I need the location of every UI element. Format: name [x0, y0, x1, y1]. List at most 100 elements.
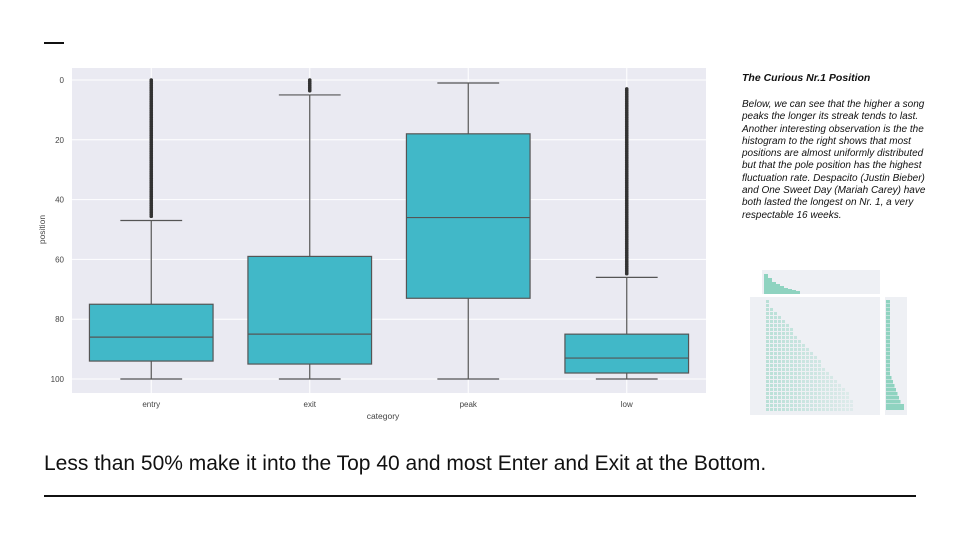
scatter-cell [794, 340, 797, 343]
scatter-cell [774, 364, 777, 367]
scatter-cell [774, 380, 777, 383]
right-histogram-bar [886, 352, 890, 356]
right-histogram-bar [886, 380, 893, 384]
scatter-cell [838, 388, 841, 391]
scatter-cell [782, 324, 785, 327]
scatter-cell [766, 336, 769, 339]
scatter-cell [798, 364, 801, 367]
scatter-cell [798, 388, 801, 391]
scatter-cell [782, 320, 785, 323]
scatter-cell [774, 352, 777, 355]
scatter-cell [806, 404, 809, 407]
outlier-point [624, 271, 629, 276]
scatter-cell [774, 328, 777, 331]
scatter-cell [778, 336, 781, 339]
scatter-cell [770, 372, 773, 375]
scatter-cell [806, 364, 809, 367]
scatter-cell [818, 368, 821, 371]
top-histogram-bar [772, 282, 776, 294]
scatter-cell [790, 404, 793, 407]
scatter-cell [770, 404, 773, 407]
scatter-cell [822, 368, 825, 371]
scatter-cell [770, 364, 773, 367]
scatter-cell [770, 388, 773, 391]
scatter-cell [782, 332, 785, 335]
scatter-cell [814, 368, 817, 371]
scatter-cell [774, 340, 777, 343]
scatter-cell [818, 372, 821, 375]
scatter-cell [766, 392, 769, 395]
scatter-cell [794, 404, 797, 407]
scatter-cell [814, 364, 817, 367]
right-histogram-bar [886, 336, 890, 340]
scatter-cell [802, 384, 805, 387]
outlier-point [307, 88, 312, 93]
scatter-cell [842, 388, 845, 391]
scatter-cell [802, 352, 805, 355]
scatter-cell [806, 388, 809, 391]
scatter-cell [778, 340, 781, 343]
scatter-cell [842, 404, 845, 407]
scatter-cell [818, 384, 821, 387]
scatter-cell [834, 388, 837, 391]
joint-plot-thumbnail [750, 270, 907, 415]
scatter-cell [846, 400, 849, 403]
top-histogram-bar [776, 284, 780, 294]
scatter-cell [814, 372, 817, 375]
scatter-cell [786, 380, 789, 383]
right-histogram-bar [886, 344, 890, 348]
scatter-cell [786, 364, 789, 367]
scatter-cell [810, 352, 813, 355]
scatter-cell [814, 360, 817, 363]
scatter-cell [822, 400, 825, 403]
scatter-cell [838, 404, 841, 407]
scatter-cell [786, 324, 789, 327]
scatter-cell [810, 404, 813, 407]
scatter-cell [818, 392, 821, 395]
scatter-cell [850, 404, 853, 407]
scatter-cell [770, 360, 773, 363]
scatter-cell [806, 400, 809, 403]
scatter-cell [806, 348, 809, 351]
scatter-cell [782, 376, 785, 379]
scatter-cell [782, 400, 785, 403]
scatter-cell [830, 388, 833, 391]
scatter-cell [794, 368, 797, 371]
top-histogram-bar [764, 274, 768, 294]
scatter-cell [782, 392, 785, 395]
scatter-cell [770, 320, 773, 323]
scatter-cell [786, 400, 789, 403]
right-histogram-bar [886, 364, 890, 368]
scatter-cell [770, 400, 773, 403]
scatter-cell [802, 404, 805, 407]
scatter-cell [810, 400, 813, 403]
scatter-cell [842, 396, 845, 399]
scatter-cell [786, 332, 789, 335]
scatter-cell [834, 380, 837, 383]
scatter-cell [770, 344, 773, 347]
right-histogram-bar [886, 396, 899, 400]
scatter-cell [774, 332, 777, 335]
scatter-cell [786, 328, 789, 331]
scatter-cell [790, 372, 793, 375]
scatter-cell [782, 380, 785, 383]
scatter-cell [850, 400, 853, 403]
scatter-cell [818, 376, 821, 379]
scatter-cell [774, 312, 777, 315]
box-entry [88, 303, 214, 362]
scatter-cell [790, 408, 793, 411]
scatter-cell [766, 344, 769, 347]
scatter-cell [774, 400, 777, 403]
scatter-cell [766, 404, 769, 407]
scatter-cell [806, 368, 809, 371]
scatter-cell [810, 372, 813, 375]
scatter-cell [778, 316, 781, 319]
scatter-cell [818, 400, 821, 403]
scatter-cell [790, 392, 793, 395]
scatter-cell [778, 332, 781, 335]
scatter-cell [790, 348, 793, 351]
scatter-cell [782, 336, 785, 339]
right-histogram-bar [886, 308, 890, 312]
x-tick-label: peak [460, 400, 478, 409]
right-histogram-bar [886, 340, 890, 344]
